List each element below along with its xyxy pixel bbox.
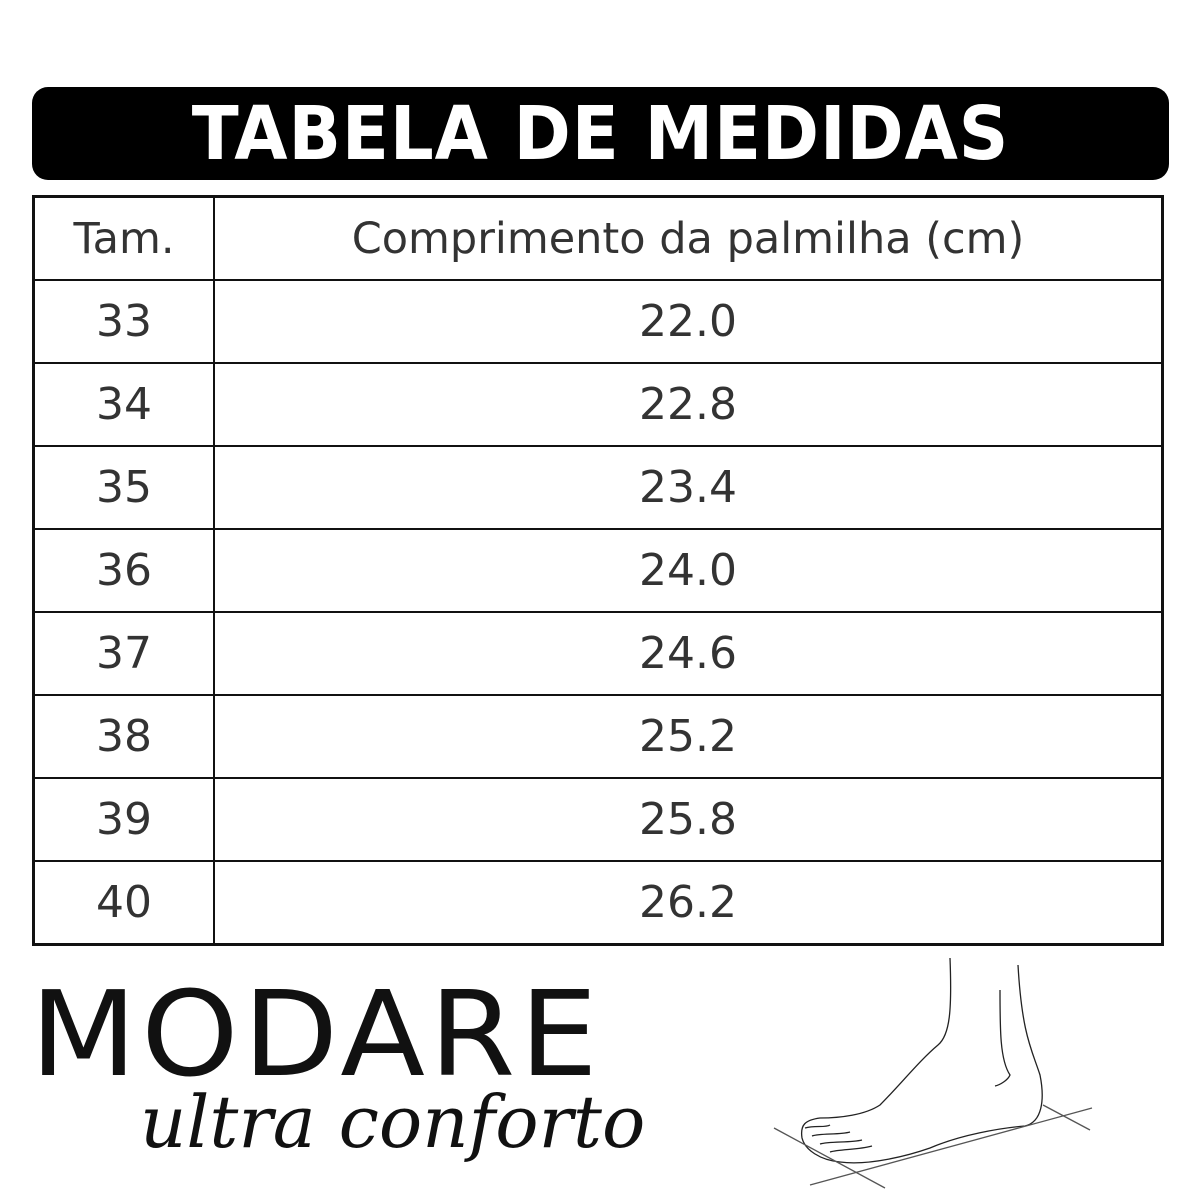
size-cell: 37 (32, 611, 215, 696)
brand-tagline: ultra conforto (140, 1080, 646, 1164)
length-cell: 24.0 (213, 528, 1164, 613)
brand-logo: MODARE ultra conforto (30, 975, 645, 1164)
page-title: TABELA DE MEDIDAS (191, 90, 1010, 177)
brand-name: MODARE (30, 965, 602, 1103)
length-cell: 24.6 (213, 611, 1164, 696)
size-cell: 36 (32, 528, 215, 613)
length-cell: 25.2 (213, 694, 1164, 779)
length-cell: 26.2 (213, 860, 1164, 946)
title-bar: TABELA DE MEDIDAS (32, 87, 1169, 180)
table-row: 39 25.8 (32, 777, 1164, 862)
size-cell: 38 (32, 694, 215, 779)
toes (804, 1124, 873, 1153)
foot-outline (800, 957, 1043, 1164)
length-cell: 22.8 (213, 362, 1164, 447)
size-table: Tam. Comprimento da palmilha (cm) 33 22.0… (32, 195, 1164, 946)
measure-line-front (773, 1127, 886, 1189)
measure-line-base (809, 1107, 1093, 1186)
table-header-row: Tam. Comprimento da palmilha (cm) (32, 195, 1164, 281)
table-row: 33 22.0 (32, 279, 1164, 364)
table-row: 37 24.6 (32, 611, 1164, 696)
table-row: 36 24.0 (32, 528, 1164, 613)
length-cell: 23.4 (213, 445, 1164, 530)
table-row: 38 25.2 (32, 694, 1164, 779)
table-row: 35 23.4 (32, 445, 1164, 530)
ankle-line (994, 989, 1011, 1087)
header-size: Tam. (32, 195, 215, 281)
size-cell: 35 (32, 445, 215, 530)
length-cell: 25.8 (213, 777, 1164, 862)
length-cell: 22.0 (213, 279, 1164, 364)
header-length: Comprimento da palmilha (cm) (213, 195, 1164, 281)
table-row: 40 26.2 (32, 860, 1164, 946)
foot-measurement-icon (773, 957, 1093, 1189)
size-cell: 40 (32, 860, 215, 946)
size-cell: 39 (32, 777, 215, 862)
table-row: 34 22.8 (32, 362, 1164, 447)
size-cell: 34 (32, 362, 215, 447)
size-cell: 33 (32, 279, 215, 364)
measure-line-back (1042, 1104, 1091, 1131)
